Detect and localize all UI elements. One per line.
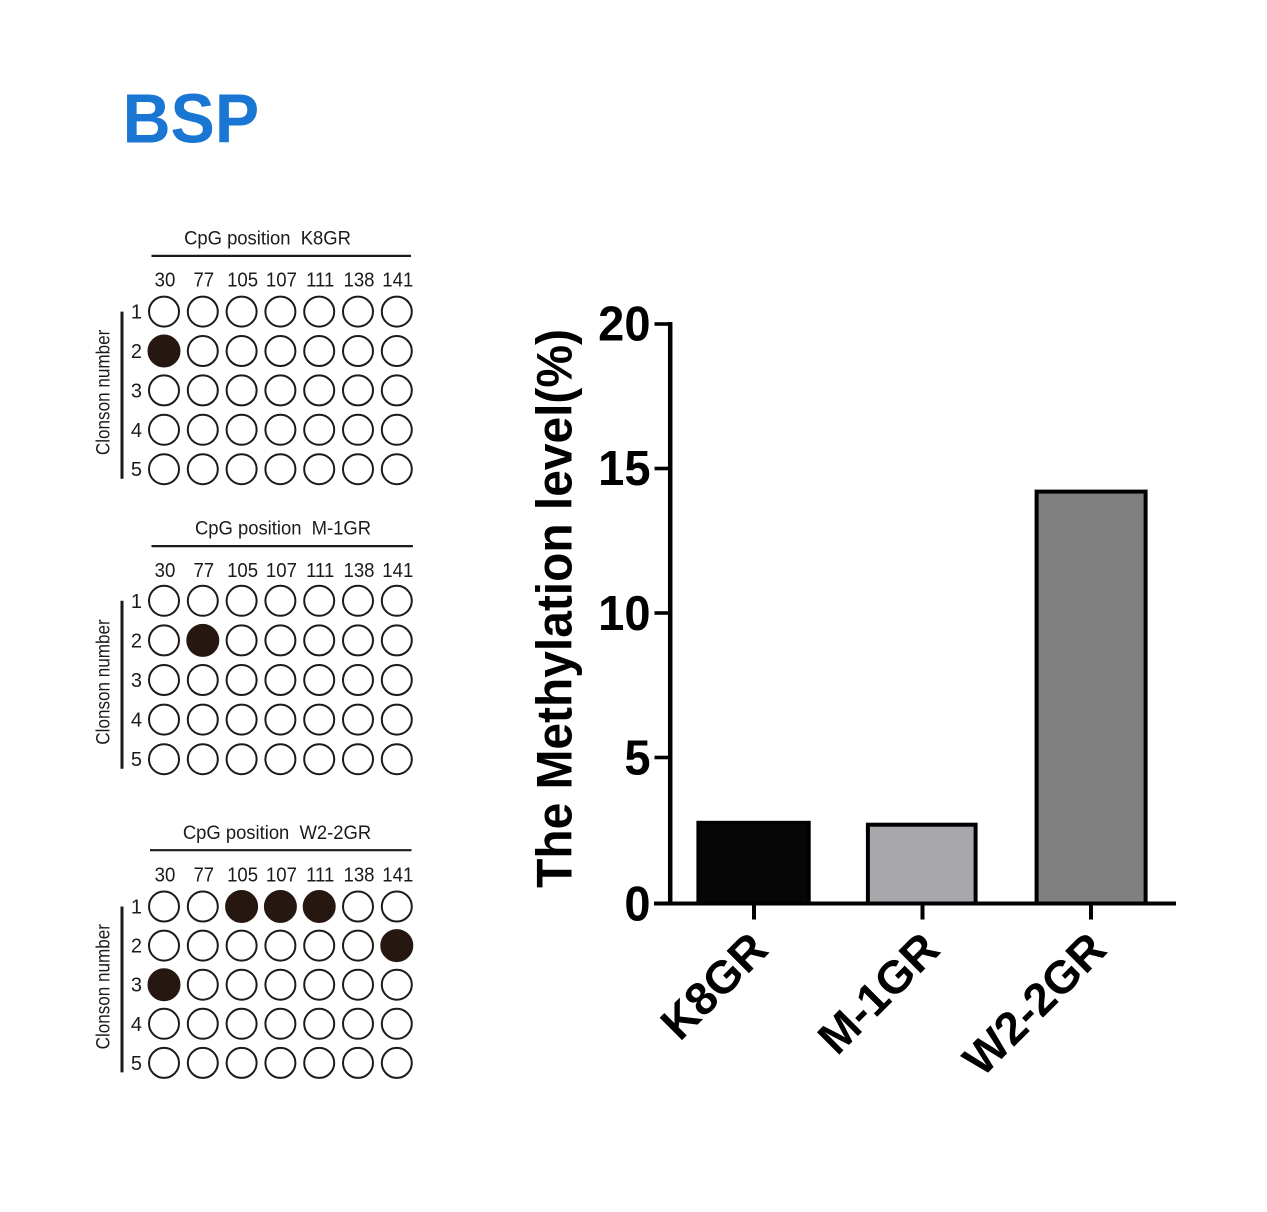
svg-text:141: 141 bbox=[382, 560, 413, 582]
svg-text:CpG position M-1GR: CpG position M-1GR bbox=[195, 517, 371, 538]
svg-text:2: 2 bbox=[131, 341, 142, 363]
svg-text:1: 1 bbox=[131, 897, 142, 919]
svg-text:77: 77 bbox=[193, 270, 214, 292]
svg-text:4: 4 bbox=[131, 420, 142, 442]
svg-text:105: 105 bbox=[227, 560, 258, 582]
svg-text:3: 3 bbox=[131, 975, 142, 997]
svg-text:2: 2 bbox=[131, 936, 142, 958]
svg-text:111: 111 bbox=[306, 560, 334, 582]
svg-text:0: 0 bbox=[624, 878, 650, 932]
svg-text:Clonson number: Clonson number bbox=[93, 924, 114, 1049]
svg-text:105: 105 bbox=[227, 865, 258, 887]
svg-text:4: 4 bbox=[131, 710, 142, 732]
svg-text:10: 10 bbox=[598, 587, 650, 641]
svg-text:77: 77 bbox=[193, 865, 214, 887]
svg-text:4: 4 bbox=[131, 1014, 142, 1036]
svg-text:30: 30 bbox=[155, 865, 176, 887]
svg-text:30: 30 bbox=[155, 270, 176, 292]
svg-text:3: 3 bbox=[131, 380, 142, 402]
svg-text:77: 77 bbox=[193, 560, 214, 582]
svg-text:3: 3 bbox=[131, 670, 142, 692]
svg-text:The Methylation level(%): The Methylation level(%) bbox=[528, 329, 583, 888]
svg-text:20: 20 bbox=[598, 298, 650, 352]
svg-text:141: 141 bbox=[382, 270, 413, 292]
svg-text:CpG position W2-2GR: CpG position W2-2GR bbox=[183, 822, 371, 843]
svg-text:1: 1 bbox=[131, 591, 142, 613]
svg-text:111: 111 bbox=[306, 865, 334, 887]
svg-text:15: 15 bbox=[598, 442, 650, 496]
svg-text:2: 2 bbox=[131, 630, 142, 652]
svg-text:CpG position K8GR: CpG position K8GR bbox=[184, 227, 351, 248]
svg-text:105: 105 bbox=[227, 270, 258, 292]
svg-text:107: 107 bbox=[266, 560, 297, 582]
svg-text:Clonson number: Clonson number bbox=[93, 330, 114, 455]
svg-text:Clonson number: Clonson number bbox=[93, 619, 114, 744]
svg-text:138: 138 bbox=[343, 560, 374, 582]
svg-text:107: 107 bbox=[266, 865, 297, 887]
svg-text:107: 107 bbox=[266, 270, 297, 292]
svg-text:5: 5 bbox=[131, 1053, 142, 1075]
svg-text:BSP: BSP bbox=[123, 80, 260, 158]
svg-text:5: 5 bbox=[131, 459, 142, 481]
svg-text:138: 138 bbox=[343, 865, 374, 887]
svg-text:5: 5 bbox=[131, 749, 142, 771]
svg-text:138: 138 bbox=[343, 270, 374, 292]
svg-text:111: 111 bbox=[306, 270, 334, 292]
svg-text:30: 30 bbox=[155, 560, 176, 582]
svg-text:1: 1 bbox=[131, 302, 142, 324]
svg-text:5: 5 bbox=[624, 732, 650, 786]
svg-text:141: 141 bbox=[382, 865, 413, 887]
